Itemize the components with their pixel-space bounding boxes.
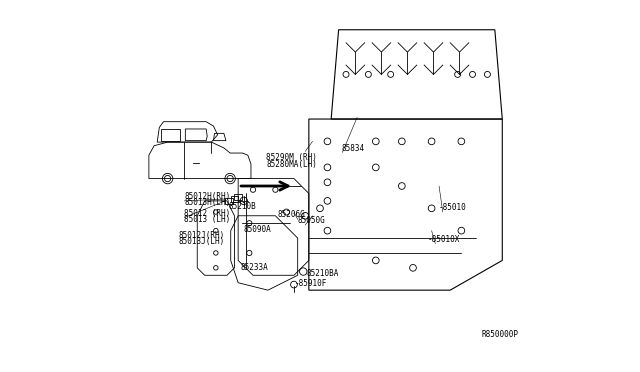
Text: 85013H(LH): 85013H(LH)	[184, 198, 230, 207]
Text: 85210BA: 85210BA	[307, 269, 339, 278]
Text: -85010X: -85010X	[428, 235, 460, 244]
Text: 85012H(RH): 85012H(RH)	[184, 192, 230, 201]
Text: -85910F: -85910F	[295, 279, 328, 288]
Text: 85012 (RH): 85012 (RH)	[184, 209, 230, 218]
Text: 85290M (RH): 85290M (RH)	[266, 153, 317, 162]
Text: 85280MA(LH): 85280MA(LH)	[266, 160, 317, 169]
Text: 85206G: 85206G	[277, 211, 305, 219]
Text: 85834: 85834	[342, 144, 365, 153]
Text: 85013 (LH): 85013 (LH)	[184, 215, 230, 224]
Bar	[231, 196, 238, 202]
Bar	[225, 198, 232, 204]
Text: 85233A: 85233A	[240, 263, 268, 272]
Text: 85090A: 85090A	[244, 225, 271, 234]
Bar	[234, 194, 242, 200]
Text: 85210B: 85210B	[229, 202, 257, 211]
Text: 85013J(LH): 85013J(LH)	[179, 237, 225, 246]
Text: 85012J(RH): 85012J(RH)	[179, 231, 225, 240]
Text: R850000P: R850000P	[482, 330, 519, 339]
Text: 85050G: 85050G	[298, 216, 325, 225]
Text: -85010: -85010	[439, 203, 467, 212]
